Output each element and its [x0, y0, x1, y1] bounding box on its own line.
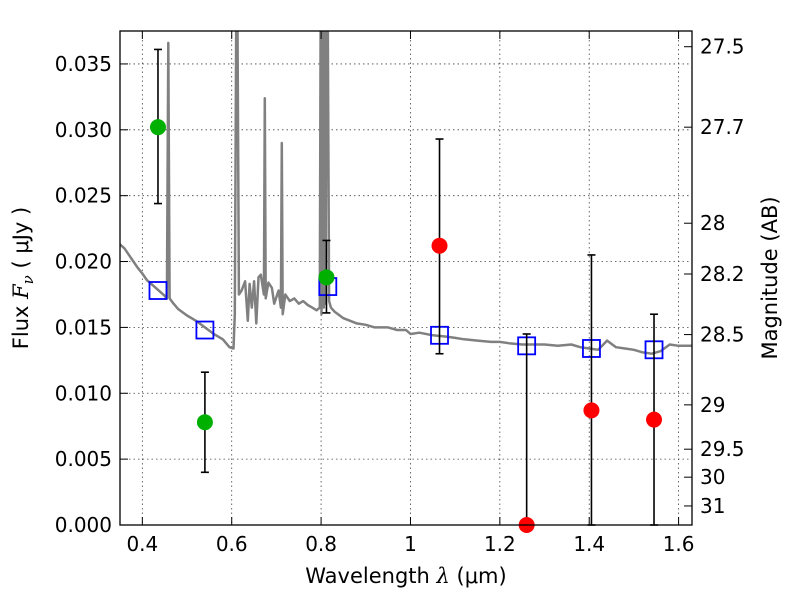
y-tick-label: 0.020: [55, 250, 112, 274]
y2-tick-label: 28: [700, 211, 725, 235]
observed-point-green: [149, 119, 166, 136]
observed-point-red: [431, 237, 448, 254]
y2-tick-label: 28.5: [700, 323, 745, 347]
observed-point-red: [583, 402, 600, 419]
y2-tick-label: 29: [700, 393, 725, 417]
plot-content: [120, 31, 692, 355]
y-tick-label: 0.005: [55, 447, 112, 471]
x-tick-label: 0.8: [305, 532, 337, 556]
model-photometry-square: [148, 281, 168, 300]
observed-point-green: [196, 414, 213, 431]
y2-tick-label: 27.5: [700, 35, 745, 59]
plot-frame: [119, 30, 693, 526]
y-tick-label: 0.010: [55, 381, 112, 405]
y-tick-label: 0.025: [55, 184, 112, 208]
x-axis-label: Wavelength λ (μm): [305, 564, 506, 588]
axis-ticks: 0.4 0.6 0.8 1 1.2 1.4 1.6 0.000 0.005 0.010 0.015 0…: [55, 31, 745, 556]
y-axis-label: Flux Fν ( μJy ): [9, 207, 37, 349]
observed-point-red: [646, 411, 663, 428]
plot-area: [120, 31, 692, 525]
model-spectrum-line: [120, 31, 692, 355]
x-tick-label: 1.6: [663, 532, 695, 556]
x-tick-label: 1.4: [573, 532, 605, 556]
y2-tick-label: 31: [700, 494, 725, 518]
y2-tick-label: 30: [700, 465, 725, 489]
y-tick-label: 0.035: [55, 52, 112, 76]
y-tick-label: 0.015: [55, 315, 112, 339]
y2-tick-label: 27.7: [700, 115, 745, 139]
x-tick-label: 1: [404, 532, 417, 556]
y-tick-label: 0.000: [55, 513, 112, 537]
y-tick-label: 0.030: [55, 118, 112, 142]
y2-axis-label: Magnitude (AB): [758, 196, 782, 359]
observed-point-green: [318, 269, 335, 286]
x-tick-label: 0.4: [126, 532, 158, 556]
model-photometry-square: [195, 320, 215, 340]
data-marks: [148, 48, 664, 533]
y2-tick-label: 28.2: [700, 262, 745, 286]
x-tick-label: 0.6: [216, 532, 248, 556]
y2-tick-label: 29.5: [700, 437, 745, 461]
x-tick-label: 1.2: [484, 532, 516, 556]
